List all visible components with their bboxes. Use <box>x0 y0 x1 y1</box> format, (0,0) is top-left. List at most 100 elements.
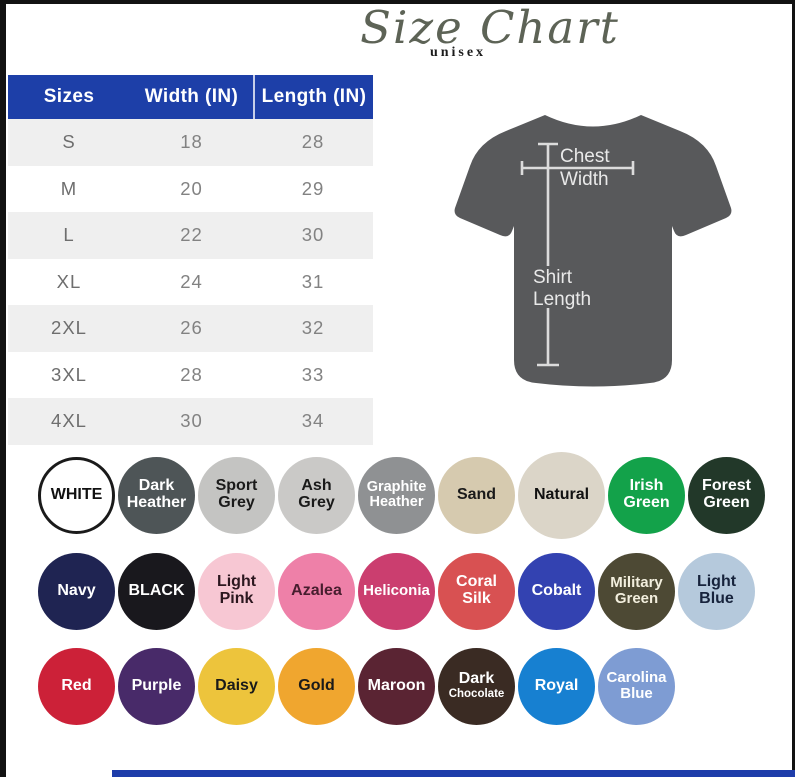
swatch-label: Irish Green <box>623 477 670 511</box>
color-swatch-forest-green: Forest Green <box>688 456 765 534</box>
table-row: M 20 29 <box>8 165 373 212</box>
screenshot-right-border <box>792 0 795 777</box>
column-header: Length (IN) <box>253 75 373 119</box>
measure-cell: 20 <box>180 177 203 199</box>
swatch-row-1: WHITE Dark Heather Sport Grey Ash Grey Graph… <box>38 451 765 539</box>
color-swatch-black: BLACK <box>118 552 195 630</box>
color-swatch-light-pink: Light Pink <box>198 552 275 630</box>
color-swatch-light-blue: Light Blue <box>678 552 755 630</box>
swatch-label: Natural <box>533 485 590 503</box>
measure-cell: 33 <box>301 363 325 385</box>
color-swatch-white: WHITE <box>38 456 115 534</box>
screenshot-left-border <box>0 0 6 777</box>
size-table: Sizes Width (IN) Length (IN) S 18 28 M 20 29 L 22 3… <box>8 75 373 445</box>
chest-width-label-line1: Chest <box>560 146 610 167</box>
measure-cell: 26 <box>180 317 203 339</box>
swatch-label: Sand <box>456 485 497 503</box>
color-swatch-ash-grey: Ash Grey <box>278 456 355 534</box>
size-cell: M <box>60 177 78 199</box>
swatch-label: Carolina Blue <box>606 669 667 702</box>
chest-width-line <box>520 161 635 175</box>
color-swatch-purple: Purple <box>118 647 195 725</box>
swatch-label: Coral Silk <box>456 573 497 607</box>
swatch-row-3: Red Purple Daisy Gold Maroon Dark Chocolate Roy… <box>38 643 675 729</box>
table-row: XL 24 31 <box>8 258 373 305</box>
swatch-label: Royal <box>534 676 579 694</box>
swatch-label: Navy <box>57 581 96 599</box>
color-swatch-maroon: Maroon <box>358 647 435 725</box>
size-cell: XL <box>56 270 82 292</box>
swatch-label: Forest Green <box>702 477 751 511</box>
screenshot-top-border <box>0 0 795 4</box>
swatch-label: WHITE <box>50 485 103 503</box>
swatch-label: Purple <box>131 676 182 694</box>
color-swatch-red: Red <box>38 647 115 725</box>
color-swatch-cobalt: Cobalt <box>518 552 595 630</box>
size-cell: 3XL <box>51 363 87 385</box>
swatch-label: Ash Grey <box>298 477 335 511</box>
size-cell: L <box>63 224 75 246</box>
swatch-label: Heliconia <box>363 582 430 600</box>
measure-cell: 30 <box>180 410 203 432</box>
color-swatch-sport-grey: Sport Grey <box>198 456 275 534</box>
color-swatch-azalea: Azalea <box>278 552 355 630</box>
shirt-diagram: Chest Width Shirt Length <box>454 115 732 387</box>
swatch-label: Sport Grey <box>215 477 258 511</box>
table-row: 3XL 28 33 <box>8 351 373 398</box>
swatch-label: Dark <box>458 670 495 688</box>
color-swatch-navy: Navy <box>38 552 115 630</box>
swatch-label: Military Green <box>610 574 663 607</box>
measure-cell: 32 <box>301 317 325 339</box>
color-swatch-military-green: Military Green <box>598 552 675 630</box>
color-swatch-graphite-heather: Graphite Heather <box>358 456 435 534</box>
table-row: S 18 28 <box>8 119 373 166</box>
measure-cell: 30 <box>301 224 325 246</box>
color-swatch-heliconia: Heliconia <box>358 552 435 630</box>
table-row: L 22 30 <box>8 212 373 259</box>
color-swatch-carolina-blue: Carolina Blue <box>598 647 675 725</box>
shirt-length-label-line2: Length <box>533 289 591 310</box>
tshirt-silhouette <box>454 115 732 387</box>
column-header: Sizes <box>43 86 95 107</box>
size-cell: S <box>62 131 76 153</box>
measure-cell: 18 <box>180 131 203 153</box>
color-swatch-royal: Royal <box>518 647 595 725</box>
measure-cell: 24 <box>180 270 203 292</box>
table-row: 2XL 26 32 <box>8 305 373 352</box>
swatch-label: Graphite Heather <box>366 478 427 510</box>
table-header-row: Sizes Width (IN) Length (IN) <box>8 75 373 119</box>
swatch-label: Red <box>61 676 92 694</box>
color-swatch-sand: Sand <box>438 456 515 534</box>
swatch-label: Maroon <box>367 676 426 694</box>
size-cell: 2XL <box>51 317 87 339</box>
title-unisex: unisex <box>429 44 487 60</box>
swatch-label: Light Blue <box>696 573 737 607</box>
color-swatch-gold: Gold <box>278 647 355 725</box>
swatch-label-small: Chocolate <box>448 688 505 701</box>
bottom-blue-bar <box>112 770 795 777</box>
measure-cell: 29 <box>301 177 325 199</box>
measure-cell: 31 <box>301 270 325 292</box>
shirt-length-label-line1: Shirt <box>533 267 573 288</box>
swatch-label: Cobalt <box>531 581 582 599</box>
title-size-chart: Size Chart <box>360 1 620 54</box>
measure-cell: 28 <box>301 131 325 153</box>
color-swatch-natural: Natural <box>518 451 605 539</box>
swatch-label: Light Pink <box>216 573 257 607</box>
swatch-label: Dark Heather <box>126 477 187 511</box>
page-title: Size Chart unisex <box>295 2 685 61</box>
swatch-label: BLACK <box>128 581 185 599</box>
color-swatch-irish-green: Irish Green <box>608 456 685 534</box>
measure-cell: 34 <box>301 410 325 432</box>
color-swatch-dark-chocolate: Dark Chocolate <box>438 647 515 725</box>
table-row: 4XL 30 34 <box>8 398 373 445</box>
measure-cell: 28 <box>180 363 203 385</box>
column-header: Width (IN) <box>144 86 239 107</box>
swatch-label: Daisy <box>215 676 258 694</box>
size-cell: 4XL <box>51 410 87 432</box>
chest-width-label-line2: Width <box>560 169 609 190</box>
color-swatch-coral-silk: Coral Silk <box>438 552 515 630</box>
color-swatch-daisy: Daisy <box>198 647 275 725</box>
shirt-length-line <box>537 142 559 367</box>
measure-cell: 22 <box>180 224 203 246</box>
